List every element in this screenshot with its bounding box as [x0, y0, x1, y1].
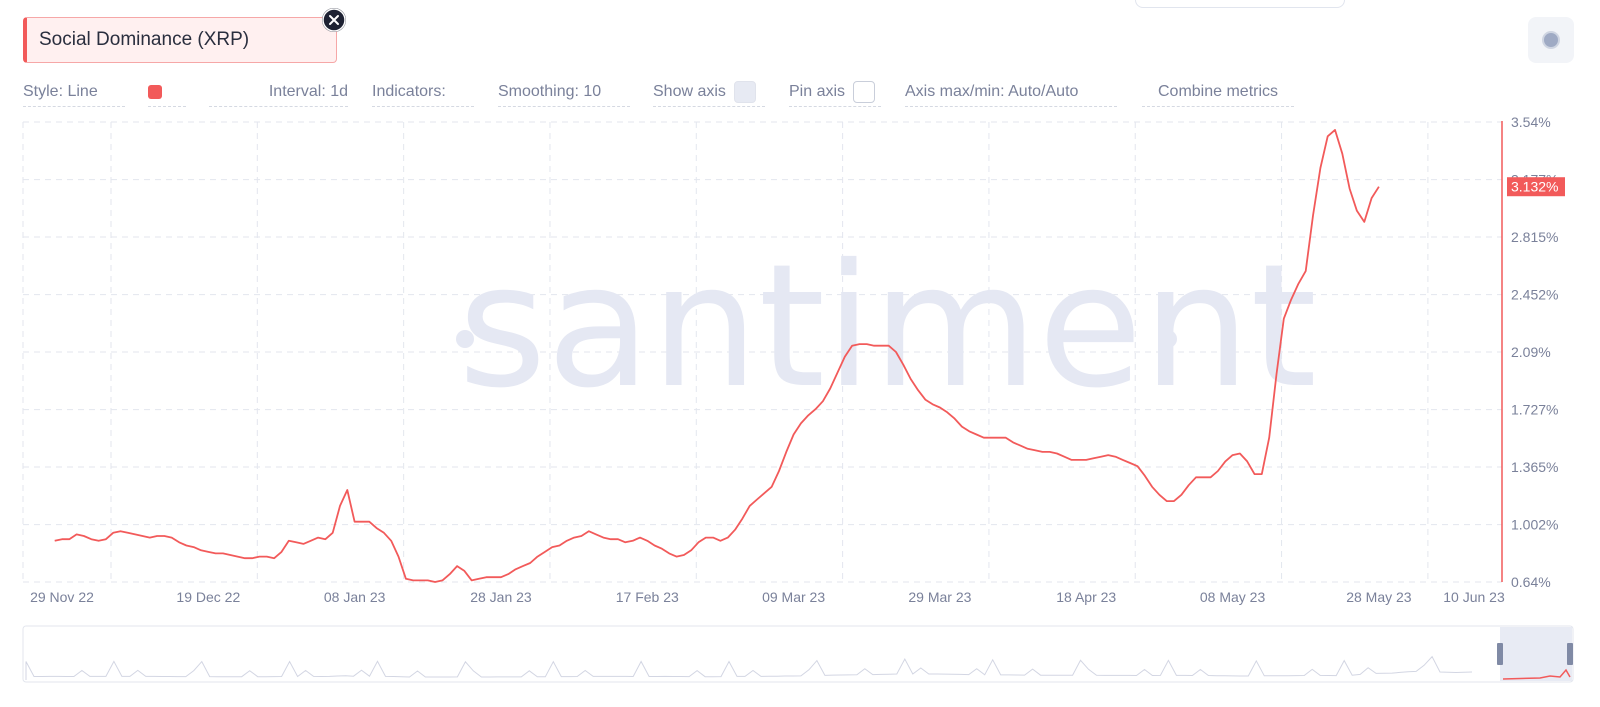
series-layer: [54, 129, 1380, 583]
smoothing-selector[interactable]: Smoothing: 10: [498, 78, 630, 107]
navigator-overview-line: [25, 655, 1473, 680]
last-value-badge-bg: [1507, 177, 1565, 197]
pin-axis-label: Pin axis: [789, 83, 846, 100]
navigator-selection[interactable]: [1500, 627, 1572, 681]
x-axis-ticks: 29 Nov 22 19 Dec 22 08 Jan 23 28 Jan 23 17 F…: [30, 589, 1505, 605]
y-tick-label: 3.54%: [1511, 114, 1551, 130]
smoothing-label: Smoothing: 10: [498, 83, 602, 100]
close-icon[interactable]: [322, 8, 346, 32]
pin-axis-toggle[interactable]: Pin axis: [789, 78, 881, 107]
style-label: Style: Line: [23, 83, 98, 100]
navigator[interactable]: [22, 625, 1574, 683]
x-tick-label: 19 Dec 22: [176, 589, 240, 605]
x-tick-label: 29 Mar 23: [908, 589, 971, 605]
watermark-dot-left: [456, 330, 474, 348]
interval-label: Interval: 1d: [268, 83, 348, 100]
metric-chip[interactable]: Social Dominance (XRP): [23, 17, 337, 63]
show-axis-checkbox[interactable]: [733, 81, 756, 103]
y-axis-ticks: 3.54%3.177%2.815%2.452%2.09%1.727%1.365%…: [1511, 114, 1558, 590]
y-tick-label: 1.002%: [1511, 517, 1558, 533]
y-tick-label: 0.64%: [1511, 574, 1551, 590]
watermark-dot-right: [1159, 330, 1177, 348]
x-tick-label: 08 May 23: [1200, 589, 1266, 605]
x-tick-label: 10 Jun 23: [1443, 589, 1505, 605]
x-tick-label: 08 Jan 23: [324, 589, 386, 605]
x-tick-label: 28 May 23: [1346, 589, 1412, 605]
combine-metrics-button[interactable]: Combine metrics: [1142, 78, 1294, 107]
navigator-selected-line: [1502, 668, 1571, 680]
y-tick-label: 2.815%: [1511, 229, 1558, 245]
chart-toolbar: Style: Line Interval: 1d Indicators: Smo…: [0, 78, 1600, 108]
x-tick-label: 18 Apr 23: [1056, 589, 1116, 605]
last-value-label: 3.132%: [1511, 179, 1558, 195]
navigator-handle-left[interactable]: [1497, 643, 1503, 665]
watermark-text: santiment: [458, 228, 1317, 426]
color-picker[interactable]: [148, 78, 186, 107]
navigator-handle-right[interactable]: [1567, 643, 1573, 665]
y-tick-label: 2.452%: [1511, 287, 1558, 303]
y-tick-label: 2.09%: [1511, 344, 1551, 360]
x-tick-label: 09 Mar 23: [762, 589, 825, 605]
metric-chip-label: Social Dominance (XRP): [39, 29, 250, 50]
last-value-badge: 3.132%: [1507, 177, 1565, 197]
series-line: [54, 129, 1380, 583]
interval-selector[interactable]: Interval: 1d: [209, 78, 348, 107]
combine-metrics-label: Combine metrics: [1157, 83, 1279, 100]
grid: [22, 121, 1502, 583]
x-tick-label: 17 Feb 23: [616, 589, 679, 605]
pin-axis-checkbox[interactable]: [853, 81, 876, 103]
show-axis-label: Show axis: [653, 83, 726, 100]
y-tick-label: 1.365%: [1511, 459, 1558, 475]
indicators-selector[interactable]: Indicators:: [372, 78, 474, 107]
axis-maxmin-selector[interactable]: Axis max/min: Auto/Auto: [905, 78, 1117, 107]
series-color-swatch: [148, 85, 162, 99]
settings-button[interactable]: [1528, 17, 1574, 63]
axis-maxmin-label: Axis max/min: Auto/Auto: [905, 83, 1079, 100]
indicators-label: Indicators:: [372, 83, 446, 100]
x-tick-label: 29 Nov 22: [30, 589, 94, 605]
x-tick-label: 28 Jan 23: [470, 589, 532, 605]
show-axis-toggle[interactable]: Show axis: [653, 78, 765, 107]
settings-dot-icon: [1542, 31, 1560, 49]
style-selector[interactable]: Style: Line: [23, 78, 125, 107]
y-tick-label: 1.727%: [1511, 402, 1558, 418]
navigator-frame: [22, 625, 1574, 683]
